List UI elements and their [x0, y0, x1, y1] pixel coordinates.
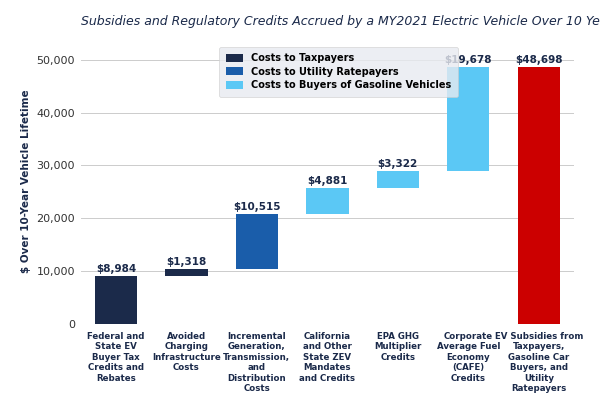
Text: Subsidies and Regulatory Credits Accrued by a MY2021 Electric Vehicle Over 10 Ye: Subsidies and Regulatory Credits Accrued… [81, 15, 600, 28]
Bar [236, 214, 278, 269]
Text: $4,881: $4,881 [307, 176, 347, 186]
Text: $48,698: $48,698 [515, 55, 563, 65]
Text: $19,678: $19,678 [445, 55, 492, 65]
Bar [95, 276, 137, 324]
Bar [377, 171, 419, 188]
Bar [447, 67, 490, 171]
Bar [166, 269, 208, 276]
Text: $8,984: $8,984 [96, 264, 136, 274]
Bar [518, 67, 560, 324]
Text: $1,318: $1,318 [166, 257, 206, 267]
Y-axis label: $ Over 10-Year Vehicle Lifetime: $ Over 10-Year Vehicle Lifetime [21, 89, 31, 273]
Legend: Costs to Taxpayers, Costs to Utility Ratepayers, Costs to Buyers of Gasoline Veh: Costs to Taxpayers, Costs to Utility Rat… [219, 47, 458, 97]
Bar [306, 188, 349, 214]
Text: $3,322: $3,322 [378, 159, 418, 169]
Text: $10,515: $10,515 [233, 202, 281, 212]
